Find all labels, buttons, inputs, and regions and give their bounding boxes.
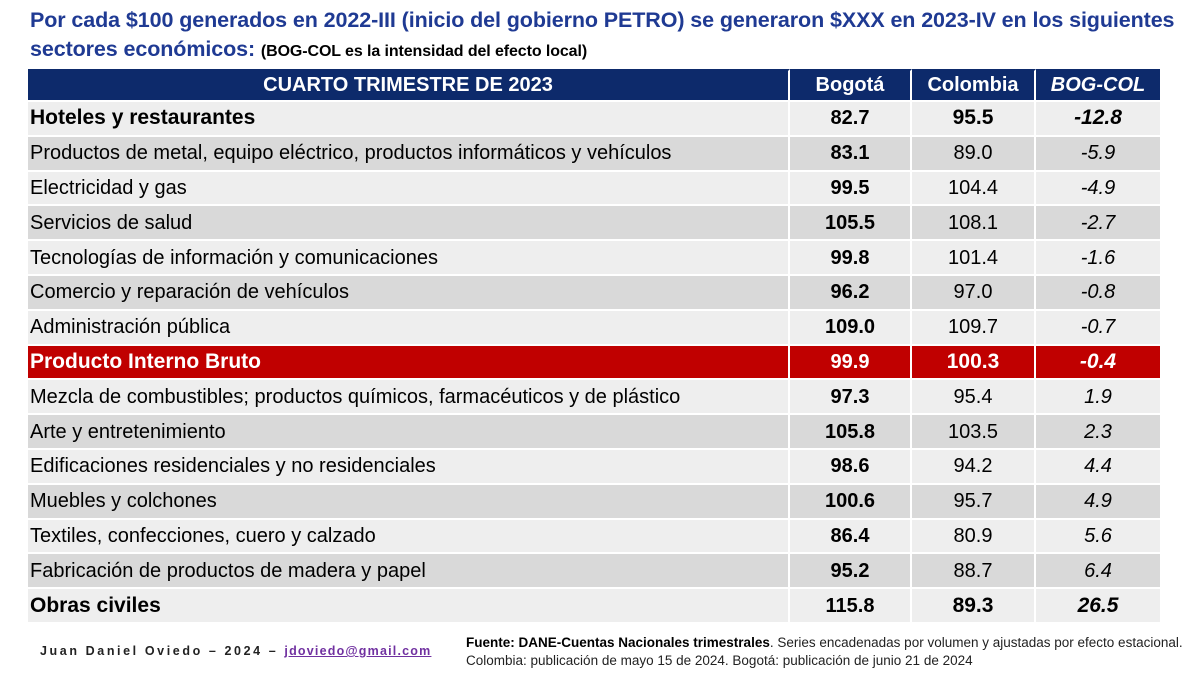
diff-value: -0.8 — [1036, 275, 1160, 311]
bogota-value: 99.5 — [790, 171, 912, 207]
table-row: Fabricación de productos de madera y pap… — [28, 554, 1160, 590]
colombia-value: 109.7 — [912, 310, 1036, 346]
source-note: Fuente: DANE-Cuentas Nacionales trimestr… — [466, 634, 1186, 670]
sector-label: Muebles y colchones — [28, 484, 790, 520]
table-row: Hoteles y restaurantes 82.7 95.5 -12.8 — [28, 102, 1160, 137]
author-email-link[interactable]: jdoviedo@gmail.com — [284, 644, 432, 658]
diff-value: 5.6 — [1036, 519, 1160, 555]
source-detail: . Series encadenadas por volumen y ajust… — [466, 635, 1183, 668]
header-sector: CUARTO TRIMESTRE DE 2023 — [28, 69, 790, 102]
bogota-value: 109.0 — [790, 310, 912, 346]
diff-value: -0.4 — [1036, 345, 1160, 381]
table-row: Mezcla de combustibles; productos químic… — [28, 380, 1160, 416]
author-credit: Juan Daniel Oviedo – 2024 – jdoviedo@gma… — [40, 644, 431, 658]
bogota-value: 105.8 — [790, 415, 912, 450]
header-bogota: Bogotá — [790, 69, 912, 102]
colombia-value: 100.3 — [912, 345, 1036, 381]
colombia-value: 80.9 — [912, 519, 1036, 555]
table-row: Servicios de salud 105.5 108.1 -2.7 — [28, 206, 1160, 242]
sector-label: Tecnologías de información y comunicacio… — [28, 241, 790, 276]
diff-value: 4.4 — [1036, 449, 1160, 485]
author-name: Juan Daniel Oviedo – 2024 – — [40, 644, 279, 658]
table-row: Electricidad y gas 99.5 104.4 -4.9 — [28, 171, 1160, 207]
colombia-value: 103.5 — [912, 415, 1036, 450]
sector-label: Mezcla de combustibles; productos químic… — [28, 380, 790, 416]
table-row: Textiles, confecciones, cuero y calzado … — [28, 519, 1160, 555]
colombia-value: 89.0 — [912, 136, 1036, 172]
bogota-value: 105.5 — [790, 206, 912, 242]
table-row: Productos de metal, equipo eléctrico, pr… — [28, 136, 1160, 172]
diff-value: 2.3 — [1036, 415, 1160, 450]
colombia-value: 89.3 — [912, 589, 1036, 624]
colombia-value: 104.4 — [912, 171, 1036, 207]
bogota-value: 98.6 — [790, 449, 912, 485]
sector-label: Comercio y reparación de vehículos — [28, 275, 790, 311]
table-row: Edificaciones residenciales y no residen… — [28, 449, 1160, 485]
bogota-value: 99.9 — [790, 345, 912, 381]
colombia-value: 97.0 — [912, 275, 1036, 311]
table-row: Comercio y reparación de vehículos 96.2 … — [28, 275, 1160, 311]
sector-label: Edificaciones residenciales y no residen… — [28, 449, 790, 485]
colombia-value: 95.5 — [912, 102, 1036, 137]
table-row: Obras civiles 115.8 89.3 26.5 — [28, 589, 1160, 624]
header-colombia: Colombia — [912, 69, 1036, 102]
bogota-value: 82.7 — [790, 102, 912, 137]
bogota-value: 83.1 — [790, 136, 912, 172]
colombia-value: 95.7 — [912, 484, 1036, 520]
diff-value: -4.9 — [1036, 171, 1160, 207]
bogota-value: 100.6 — [790, 484, 912, 520]
bogota-value: 115.8 — [790, 589, 912, 624]
title-note: (BOG-COL es la intensidad del efecto loc… — [260, 43, 588, 60]
sector-label: Arte y entretenimiento — [28, 415, 790, 450]
bogota-value: 86.4 — [790, 519, 912, 555]
colombia-value: 108.1 — [912, 206, 1036, 242]
colombia-value: 94.2 — [912, 449, 1036, 485]
table-header: CUARTO TRIMESTRE DE 2023 Bogotá Colombia… — [28, 69, 1160, 102]
sector-label: Producto Interno Bruto — [28, 345, 790, 381]
table-row: Tecnologías de información y comunicacio… — [28, 241, 1160, 276]
colombia-value: 101.4 — [912, 241, 1036, 276]
diff-value: 1.9 — [1036, 380, 1160, 416]
page-title: Por cada $100 generados en 2022-III (ini… — [30, 6, 1180, 66]
sector-label: Administración pública — [28, 310, 790, 346]
table-row: Muebles y colchones 100.6 95.7 4.9 — [28, 484, 1160, 520]
diff-value: 26.5 — [1036, 589, 1160, 624]
sector-label: Fabricación de productos de madera y pap… — [28, 554, 790, 590]
colombia-value: 95.4 — [912, 380, 1036, 416]
diff-value: -0.7 — [1036, 310, 1160, 346]
title-main: Por cada $100 generados en 2022-III (ini… — [30, 8, 1175, 61]
sector-label: Obras civiles — [28, 589, 790, 624]
source-title: Fuente: DANE-Cuentas Nacionales trimestr… — [466, 635, 770, 650]
table-row: Administración pública 109.0 109.7 -0.7 — [28, 310, 1160, 346]
sector-comparison-table: CUARTO TRIMESTRE DE 2023 Bogotá Colombia… — [28, 69, 1160, 624]
table-row: Arte y entretenimiento 105.8 103.5 2.3 — [28, 415, 1160, 450]
bogota-value: 96.2 — [790, 275, 912, 311]
bogota-value: 95.2 — [790, 554, 912, 590]
diff-value: -12.8 — [1036, 102, 1160, 137]
header-diff: BOG-COL — [1036, 69, 1160, 102]
sector-label: Textiles, confecciones, cuero y calzado — [28, 519, 790, 555]
sector-label: Productos de metal, equipo eléctrico, pr… — [28, 136, 790, 172]
diff-value: -2.7 — [1036, 206, 1160, 242]
bogota-value: 97.3 — [790, 380, 912, 416]
diff-value: -5.9 — [1036, 136, 1160, 172]
diff-value: 4.9 — [1036, 484, 1160, 520]
colombia-value: 88.7 — [912, 554, 1036, 590]
sector-label: Servicios de salud — [28, 206, 790, 242]
table-body: Hoteles y restaurantes 82.7 95.5 -12.8 P… — [28, 102, 1160, 624]
bogota-value: 99.8 — [790, 241, 912, 276]
sector-label: Hoteles y restaurantes — [28, 102, 790, 137]
diff-value: -1.6 — [1036, 241, 1160, 276]
sector-label: Electricidad y gas — [28, 171, 790, 207]
table-row-pib: Producto Interno Bruto 99.9 100.3 -0.4 — [28, 345, 1160, 381]
diff-value: 6.4 — [1036, 554, 1160, 590]
